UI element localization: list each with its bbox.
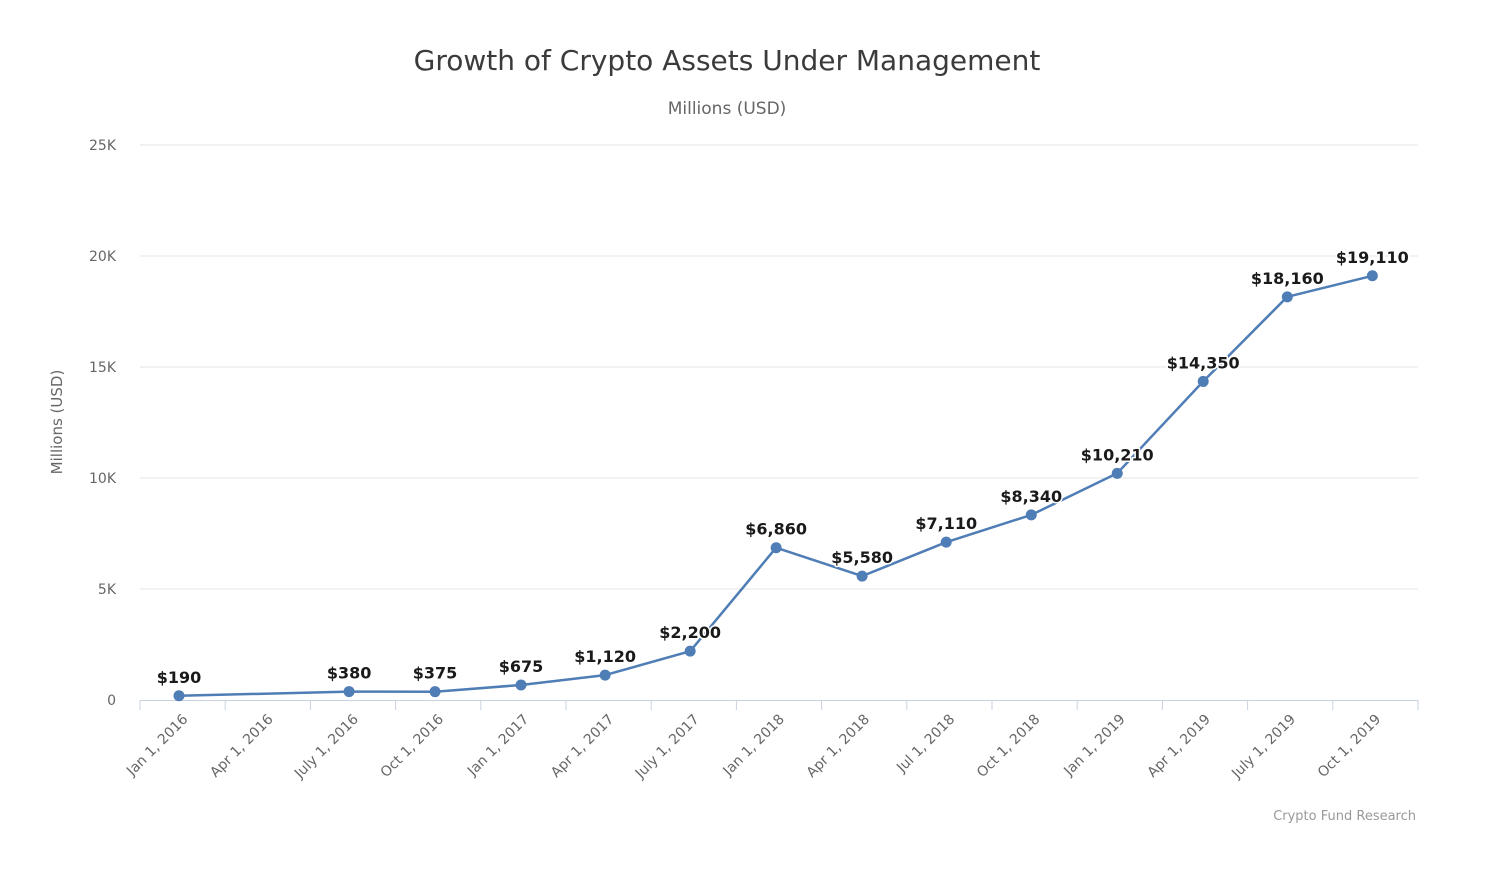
x-tick-label: Oct 1, 2019 — [1315, 712, 1384, 781]
x-tick-label: Jan 1, 2017 — [464, 712, 532, 780]
x-tick-label: Jan 1, 2018 — [720, 712, 788, 780]
data-label: $18,160 — [1251, 269, 1324, 288]
y-tick-label: 15K — [89, 360, 117, 376]
data-label: $190 — [157, 668, 202, 687]
data-point[interactable] — [429, 686, 441, 698]
y-tick-label: 5K — [98, 582, 117, 598]
x-tick-label: Apr 1, 2016 — [207, 711, 276, 780]
data-point[interactable] — [173, 690, 185, 702]
x-tick-label: Oct 1, 2018 — [974, 712, 1043, 781]
data-label: $8,340 — [1000, 487, 1062, 506]
x-tick-label: July 1, 2016 — [291, 711, 362, 782]
data-point[interactable] — [770, 542, 782, 554]
x-tick-label: Apr 1, 2017 — [548, 712, 617, 781]
data-label: $1,120 — [574, 647, 636, 666]
data-label: $380 — [327, 664, 372, 683]
data-point[interactable] — [1111, 467, 1123, 479]
data-label: $19,110 — [1336, 248, 1409, 267]
data-point[interactable] — [684, 645, 696, 657]
data-labels: $190 $380 $375 $675 $1,120 $2,200 $6,860 $5,580… — [155, 246, 1410, 688]
data-point[interactable] — [515, 679, 527, 691]
data-point[interactable] — [1281, 291, 1293, 303]
data-label: $2,200 — [659, 623, 721, 642]
x-axis-ticks: Jan 1, 2016 Apr 1, 2016 July 1, 2016 Oct 1,… — [123, 711, 1384, 782]
chart-subtitle: Millions (USD) — [668, 99, 787, 119]
data-label: $14,350 — [1167, 353, 1240, 372]
series-line — [178, 274, 1373, 698]
data-label: $375 — [413, 664, 458, 683]
y-tick-label: 0 — [107, 693, 116, 709]
data-point[interactable] — [1197, 375, 1209, 387]
x-tick-label: Jan 1, 2019 — [1060, 712, 1128, 780]
x-tick-label: July 1, 2019 — [1228, 712, 1299, 783]
data-label: $7,110 — [915, 514, 977, 533]
chart-credit[interactable]: Crypto Fund Research — [1273, 809, 1416, 824]
x-tick-label: Apr 1, 2019 — [1144, 712, 1213, 781]
x-tick-label: July 1, 2017 — [632, 712, 703, 783]
x-tick-label: Oct 1, 2016 — [378, 711, 447, 780]
y-tick-label: 20K — [89, 249, 117, 265]
x-axis — [139, 700, 1419, 710]
data-label: $5,580 — [831, 548, 893, 567]
y-axis-ticks: 0 5K 10K 15K 20K 25K — [89, 138, 117, 709]
gridlines — [140, 144, 1418, 590]
series — [173, 270, 1378, 702]
y-axis-label: Millions (USD) — [48, 370, 66, 475]
data-point[interactable] — [1025, 509, 1037, 521]
x-tick-label: Apr 1, 2018 — [804, 712, 873, 781]
chart-title: Growth of Crypto Assets Under Management — [414, 44, 1041, 77]
data-point[interactable] — [1366, 270, 1378, 282]
data-point[interactable] — [599, 669, 611, 681]
y-tick-label: 25K — [89, 138, 117, 154]
x-tick-label: Jul 1, 2018 — [893, 712, 958, 777]
data-point[interactable] — [343, 686, 355, 698]
data-point[interactable] — [940, 536, 952, 548]
data-label: $10,210 — [1081, 445, 1154, 464]
y-tick-label: 10K — [89, 471, 117, 487]
x-tick-label: Jan 1, 2016 — [123, 711, 191, 779]
data-label: $6,860 — [745, 520, 807, 539]
data-point[interactable] — [856, 570, 868, 582]
data-label: $675 — [499, 657, 544, 676]
